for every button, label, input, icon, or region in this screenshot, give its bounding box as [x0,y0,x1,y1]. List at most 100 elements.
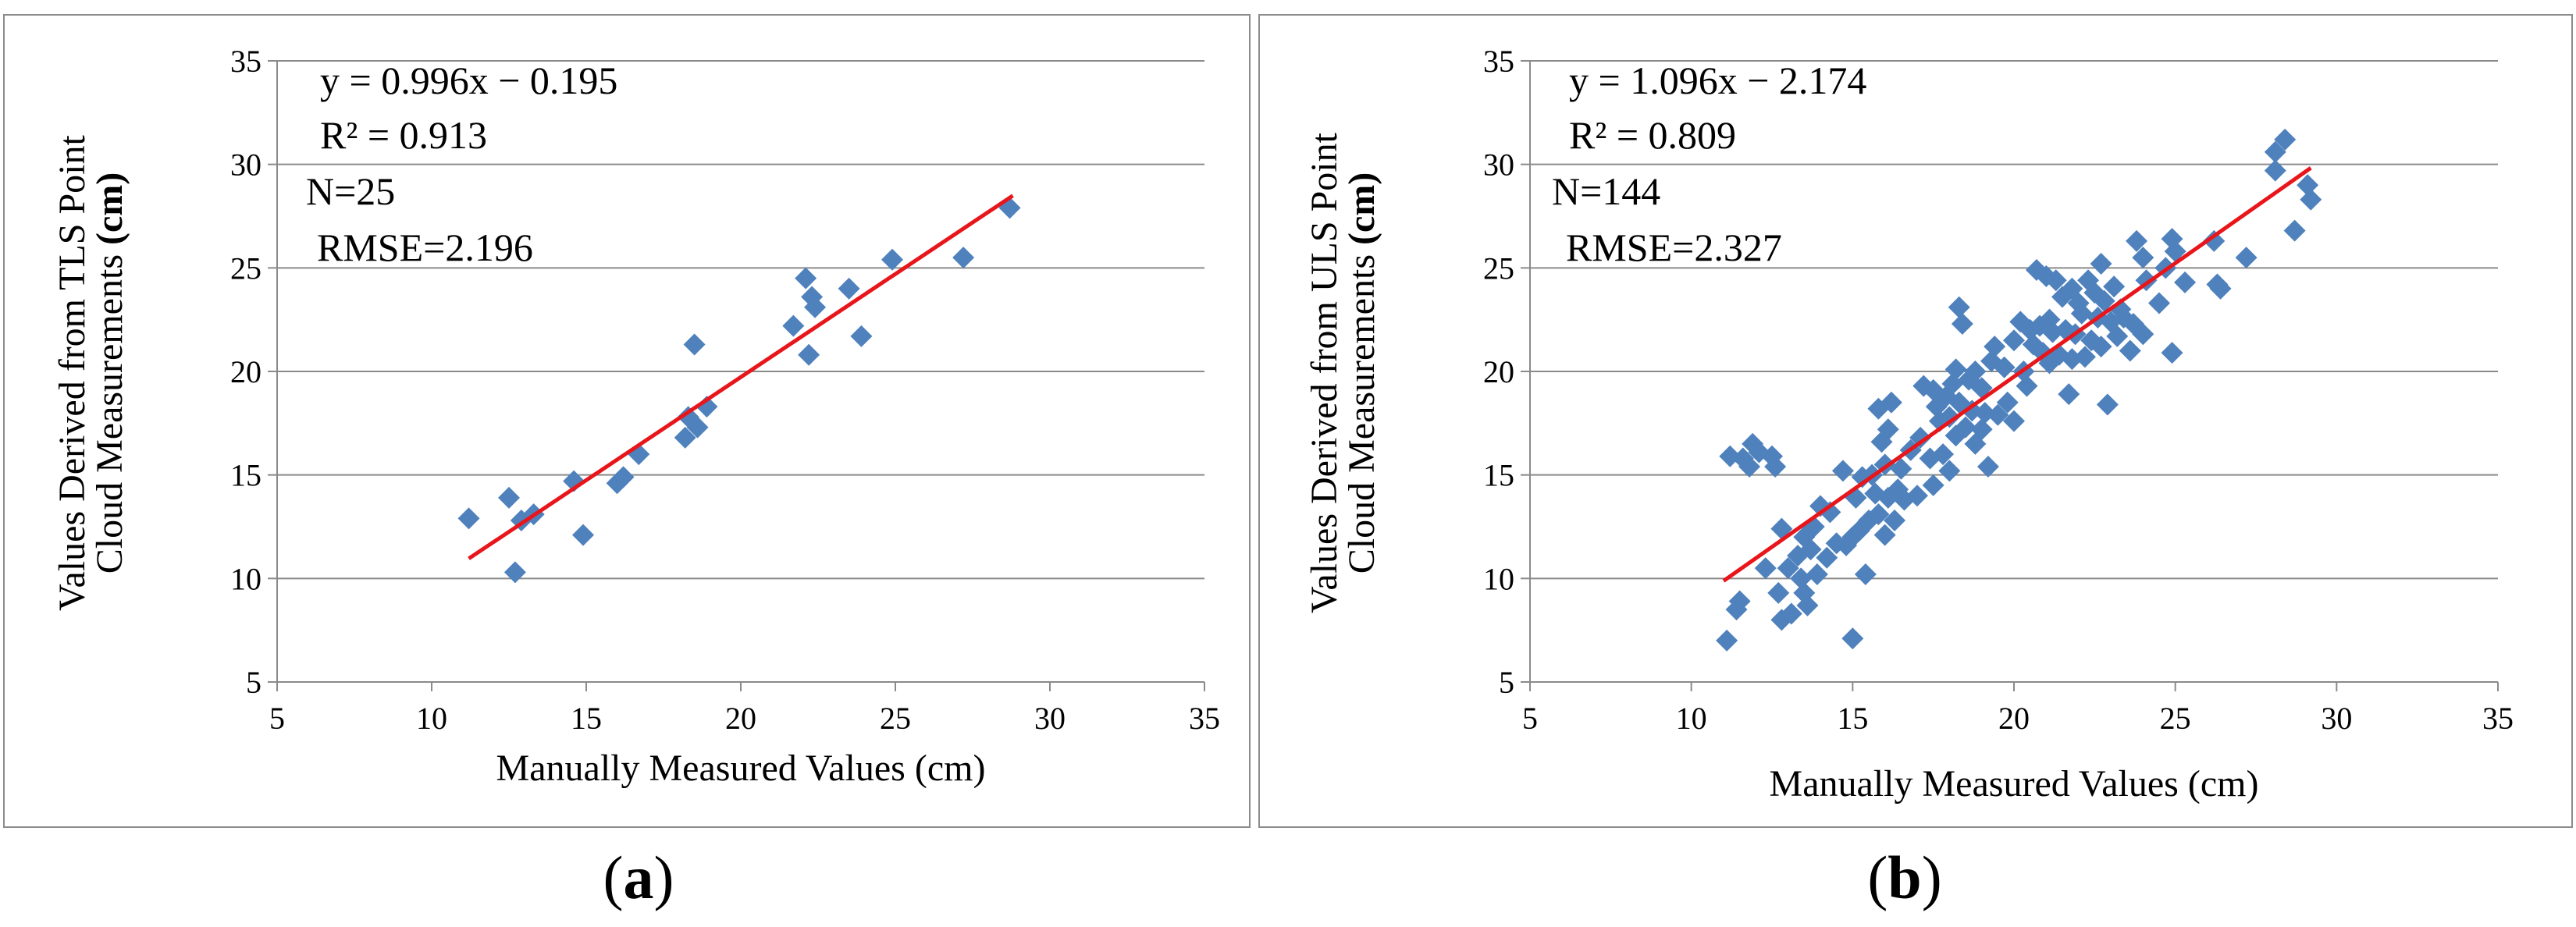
panel-b-data-point [1806,563,1828,586]
panel-a-y-tick-label: 15 [230,458,262,493]
panel-b-data-point [1884,510,1906,532]
panel-b-y-axis-label-line2: Cloud Measurements (cm) [1341,172,1382,574]
panel-a-frame [3,14,1251,828]
panel-b-data-point [1909,426,1932,449]
panel-b-data-point [1932,443,1955,466]
panel-a-annotation-equation: y = 0.996x − 0.195 [320,59,617,102]
panel-b-trendline [1722,166,2312,583]
panel-a-data-point [798,343,820,366]
panel-a-x-tick-label: 10 [416,701,447,736]
panel-b-data-point [1964,360,1987,382]
panel-a-x-tick-label: 5 [269,701,285,736]
panel-a-annotation-rmse: RMSE=2.196 [317,226,533,269]
panel-b-data-point [2132,323,2154,346]
panel-b-data-point [1816,546,1838,569]
panel-a-chart: 5 10 15 20 25 30 35 5 10 15 20 25 30 35 Manually Measu… [52,44,1220,789]
panel-a-x-tick-label: 30 [1034,701,1066,736]
panel-b-x-tick-label: 25 [2160,701,2191,736]
panel-a-x-tick-label: 25 [880,701,911,736]
panel-b-data-point [2235,247,2258,269]
panel-b-x-tick-label: 35 [2482,701,2514,736]
panel-b-data-point [2126,229,2148,252]
panel-b-data-point [2174,271,2197,293]
panel-b-data-point [1854,563,1877,586]
panel-b-data-point [1984,336,2006,358]
panel-a-data-point [683,333,706,356]
panel-a-data-point [952,247,975,269]
panel-b-data-point [2003,410,2025,432]
panel-b-x-tick-label: 30 [2321,701,2352,736]
panel-a-y-axis-label-unit: (cm) [89,172,130,245]
panel-b-data-point [1938,460,1961,482]
panel-b-data-point [1767,581,1790,604]
panel-a-x-tick-label: 15 [571,701,602,736]
panel-b-data-point [2090,336,2112,358]
panel-b-x-tick-label: 20 [1998,701,2030,736]
panel-a-y-tick-label: 20 [230,354,262,389]
panel-b-data-point [1970,418,1993,441]
caption-b-label: b [1888,844,1922,911]
panel-b-data-point [1873,524,1896,546]
panel-b-data-point [1796,594,1819,616]
panel-b-data-point [1890,457,1912,480]
panel-b-data-point [1764,456,1787,478]
panel-b-y-tick-label: 25 [1483,250,1514,286]
panel-b-data-point [2274,128,2297,151]
panel-a-data-point [881,248,904,271]
panel-b-y-tick-label: 20 [1483,354,1514,389]
panel-b-data-point [1831,460,1854,482]
panel-a-y-tick-label: 25 [230,250,262,286]
panel-b-data-point [2058,383,2080,406]
panel-b-y-axis-label-unit: (cm) [1341,172,1382,245]
panel-b-data-point [1951,312,1973,335]
panel-b-data-point [2103,275,2126,298]
panel-b-chart: 5 10 15 20 25 30 35 5 10 15 20 25 30 35 Manually Measu… [1304,44,2514,804]
panel-b-data-point [2132,247,2154,269]
panel-a-data-point [795,267,817,289]
panel-b-y-axis-label-text: Cloud Measurements [1341,245,1382,574]
panel-a-data-point [674,426,696,449]
panel-b-data-point [1976,456,1999,478]
panel-b-data-point [1906,485,1928,507]
panel-b-data-point [2164,240,2186,263]
panel-b-data-point [2300,188,2322,211]
panel-b-annotation-r-squared: R² = 0.809 [1569,113,1736,157]
panel-b-data-point [1880,391,1902,414]
panel-b-data-point [2209,277,2232,300]
panel-a-annotation-r-squared: R² = 0.913 [320,113,487,157]
panel-b-data-point [1799,538,1822,561]
caption-b: (b) [1867,844,1942,911]
panel-b-data-point [1922,474,1944,496]
panel-a-trendline [468,194,1014,560]
panel-b-data-point [1938,406,1961,428]
panel-b-y-tick-label: 15 [1483,458,1514,493]
panel-b-data-point [1941,372,1964,395]
panel-b-data-point [2003,329,2025,352]
panel-a-data-point [998,197,1021,219]
panel-b-data-point [1877,418,1899,441]
panel-a-data-point [804,296,827,318]
panel-b-annotation-rmse: RMSE=2.327 [1566,226,1782,269]
panel-b-data-point [2093,289,2115,312]
panel-b-x-tick-label: 10 [1676,701,1707,736]
panel-b-y-axis-label-line1: Values Derived from ULS Point [1304,132,1345,613]
panel-b-data-point [2161,342,2183,364]
caption-a-label: a [623,844,654,911]
panel-a-y-tick-label: 30 [230,147,262,183]
panel-a-x-tick-label: 35 [1189,701,1220,736]
panel-b-frame [1258,14,2573,828]
panel-a-y-tick-label: 10 [230,561,262,596]
panel-b-x-tick-label: 15 [1837,701,1868,736]
panel-b-annotation-sample-count: N=144 [1552,169,1660,213]
panel-a-data-point [850,325,873,347]
panel-a-y-axis-label-line2: Cloud Measurements (cm) [89,172,130,574]
panel-a-data-point [457,507,480,530]
panel-b-data-point [2119,339,2141,362]
panel-b-data-point [2090,253,2112,275]
panel-a-y-axis-label-line1: Values Derived from TLS Point [52,134,93,610]
panel-b-data-point [1987,403,2009,426]
panel-b-data-point [2106,325,2129,347]
panel-b-data-point [2297,174,2319,197]
panel-b-annotation-equation: y = 1.096x − 2.174 [1569,59,1866,102]
